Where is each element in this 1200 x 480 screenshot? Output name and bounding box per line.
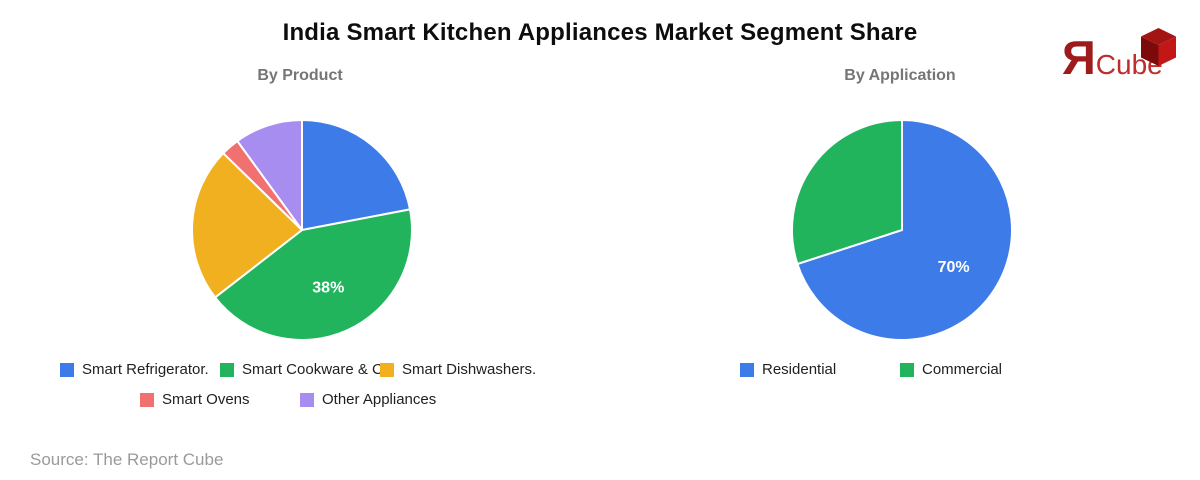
legend-swatch	[60, 362, 74, 377]
legend-swatch	[740, 362, 754, 377]
legend-swatch	[220, 362, 234, 377]
legend-label: Smart Refrigerator.	[82, 361, 209, 378]
legend-by-application: Residential Commercial	[600, 361, 1200, 391]
pie-slice	[796, 119, 1013, 341]
chart-subtitle-application: By Application	[844, 67, 956, 84]
legend-label: Smart Ovens	[162, 391, 250, 408]
cube-left-face	[1141, 36, 1159, 66]
legend-label: Smart Dishwashers.	[402, 361, 537, 378]
legend-item: Other Appliances	[300, 391, 460, 408]
pie-data-label: 70%	[938, 259, 970, 276]
legend-swatch	[900, 362, 914, 377]
pie-slice	[301, 119, 412, 231]
pie-slice	[791, 119, 903, 265]
legend-label: Smart Cookware & C.	[242, 361, 388, 378]
cube-icon	[1141, 28, 1176, 66]
legend-swatch	[140, 392, 154, 407]
pie-by-application: 70%	[791, 119, 1013, 341]
legend-row: Smart Refrigerator. Smart Cookware & C. Sm…	[60, 361, 600, 378]
pie-slice	[236, 119, 303, 231]
pie-by-product: 38%	[191, 119, 413, 341]
legend-item: Smart Ovens	[140, 391, 300, 408]
report-cube-logo: ЯCube	[1062, 28, 1176, 81]
legend-label: Commercial	[922, 361, 1003, 378]
cube-right-face	[1158, 36, 1176, 66]
legend-by-product: Smart Refrigerator. Smart Cookware & C. Sm…	[0, 361, 600, 421]
legend-swatch	[380, 362, 394, 377]
pie-data-label: 38%	[312, 280, 344, 297]
legend-item: Smart Refrigerator.	[60, 361, 220, 378]
legend-row: Residential Commercial	[740, 361, 1200, 378]
chart-subtitle-product: By Product	[257, 67, 343, 84]
page-title: India Smart Kitchen Appliances Market Se…	[282, 19, 918, 46]
legend-row: Smart Ovens Other Appliances	[140, 391, 600, 408]
legend-item: Smart Cookware & C.	[220, 361, 387, 378]
pie-slice	[191, 152, 303, 299]
source-note: Source: The Report Cube	[30, 450, 224, 469]
legend-swatch	[300, 392, 314, 407]
pie-slice	[214, 208, 413, 341]
legend-item: Residential	[740, 361, 900, 378]
legend-label: Other Appliances	[322, 391, 437, 408]
legend-item: Commercial	[900, 361, 1060, 378]
logo-letter-r: Я	[1062, 31, 1096, 84]
legend-item: Smart Dishwashers.	[380, 361, 540, 378]
legend-label: Residential	[762, 361, 837, 378]
